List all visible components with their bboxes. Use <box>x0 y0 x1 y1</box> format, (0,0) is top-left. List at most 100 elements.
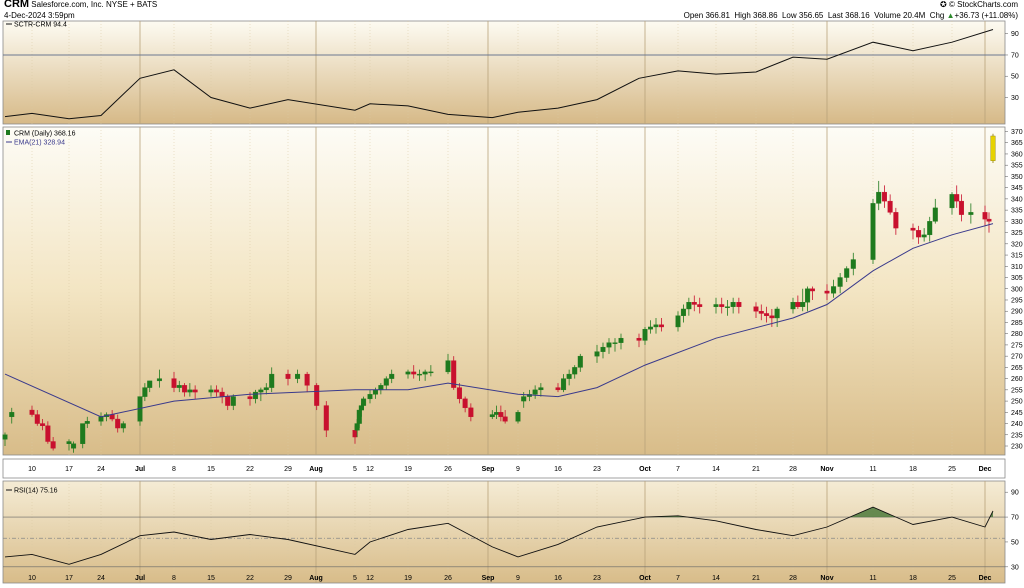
x-tick-label: Jul <box>135 466 145 473</box>
candle-body <box>372 389 378 395</box>
candle-body <box>269 373 275 388</box>
candle-body <box>724 306 730 308</box>
candle-body <box>990 135 996 161</box>
candle-body <box>66 441 72 444</box>
chart-datetime: 4-Dec-2024 3:59pm <box>4 11 75 20</box>
volume-value: 20.4M <box>903 11 926 20</box>
candle-body <box>29 409 35 415</box>
price-y-label: 245 <box>1011 410 1023 417</box>
candle-body <box>498 412 504 418</box>
rsi-y-label: 90 <box>1011 490 1019 497</box>
candle-body <box>176 385 182 388</box>
price-y-label: 290 <box>1011 309 1023 316</box>
price-y-label: 325 <box>1011 230 1023 237</box>
candle-body <box>468 407 474 418</box>
candle-body <box>515 412 521 422</box>
x-tick-label: 12 <box>366 575 374 582</box>
candle-body <box>2 434 8 440</box>
candle-body <box>769 315 775 319</box>
symbol-header: CRM Salesforce.com, Inc. NYSE + BATS <box>4 0 157 10</box>
candle-body <box>809 288 815 292</box>
candle-body <box>521 396 527 402</box>
rsi-legend-text: RSI(14) 75.16 <box>14 488 58 495</box>
up-triangle-icon: ▲ <box>946 11 955 20</box>
candle-body <box>378 385 384 391</box>
x-tick-label: 29 <box>284 466 292 473</box>
high-value: 368.86 <box>753 11 778 20</box>
candle-body <box>932 207 938 222</box>
candle-body <box>675 315 681 328</box>
x-tick-label: 16 <box>554 575 562 582</box>
x-tick-label: Nov <box>820 575 833 582</box>
price-y-label: 335 <box>1011 208 1023 215</box>
candle-body <box>182 385 188 393</box>
candle-body <box>389 373 395 379</box>
candle-body <box>208 389 214 393</box>
candle-body <box>795 302 801 307</box>
price-y-label: 330 <box>1011 219 1023 226</box>
x-tick-label: 18 <box>909 466 917 473</box>
candle-body <box>758 311 764 314</box>
candle-body <box>561 378 567 391</box>
last-label: Last <box>827 11 843 20</box>
candle-body <box>800 302 806 307</box>
price-y-label: 235 <box>1011 432 1023 439</box>
candle-body <box>642 328 648 341</box>
candle-body <box>358 405 364 411</box>
candle-body <box>50 441 56 449</box>
candle-body <box>572 367 578 375</box>
price-y-label: 240 <box>1011 421 1023 428</box>
candle-body <box>954 194 960 202</box>
price-y-label: 340 <box>1011 196 1023 203</box>
price-y-label: 275 <box>1011 342 1023 349</box>
x-tick-label: 15 <box>207 466 215 473</box>
candle-body <box>323 405 329 431</box>
stockcharts-brand: ✪ © StockCharts.com <box>940 0 1018 9</box>
candle-body <box>295 373 301 379</box>
x-tick-label: 8 <box>172 466 176 473</box>
candle-body <box>451 360 457 388</box>
candle-body <box>314 385 320 406</box>
x-tick-label: Sep <box>482 575 495 582</box>
candle-body <box>489 414 495 418</box>
candle-body <box>831 286 837 294</box>
candle-body <box>736 302 742 307</box>
x-tick-label: 19 <box>404 575 412 582</box>
candle-body <box>428 371 434 374</box>
candle-body <box>805 288 811 303</box>
candle-body <box>502 416 508 422</box>
candle-body <box>247 396 253 400</box>
candle-body <box>230 396 236 406</box>
candle-body <box>285 373 291 379</box>
candle-body <box>263 387 269 391</box>
candle-body <box>824 290 830 294</box>
price-y-label: 265 <box>1011 365 1023 372</box>
low-label: Low <box>781 11 797 20</box>
candle-body <box>566 373 572 379</box>
candle-body <box>156 378 162 382</box>
candle-body <box>416 373 422 376</box>
rsi-y-label: 70 <box>1011 515 1019 522</box>
candle-body <box>648 326 654 330</box>
price-y-label: 305 <box>1011 275 1023 282</box>
logo-icon: ✪ <box>940 0 947 9</box>
candle-body <box>982 212 988 220</box>
candle-body <box>958 200 964 215</box>
x-tick-label: 5 <box>353 466 357 473</box>
candle-body <box>887 200 893 213</box>
candle-body <box>837 277 843 287</box>
x-tick-label: 15 <box>207 575 215 582</box>
low-value: 356.65 <box>798 11 824 20</box>
candle-swatch <box>6 130 10 135</box>
x-tick-label: 9 <box>516 466 520 473</box>
sctr-y-label: 30 <box>1011 95 1019 102</box>
candle-body <box>80 423 86 444</box>
x-tick-label: 17 <box>65 575 73 582</box>
x-tick-label: Nov <box>820 466 833 473</box>
candle-body <box>968 212 974 215</box>
x-axis-strip <box>2 458 1006 479</box>
ohlc-readout: Open 366.81 High 368.86 Low 356.65 Last … <box>684 11 1018 20</box>
candle-body <box>659 324 665 328</box>
x-tick-label: 21 <box>752 466 760 473</box>
rsi-y-label: 50 <box>1011 539 1019 546</box>
